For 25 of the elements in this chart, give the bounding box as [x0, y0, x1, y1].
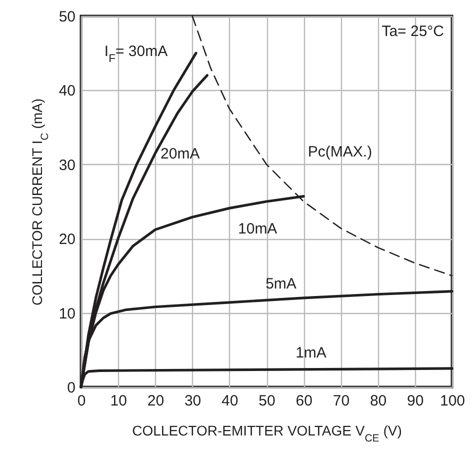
y-tick-label: 40 — [58, 82, 76, 100]
x-tick-label: 70 — [332, 392, 350, 410]
annotation: Ta= 25°C — [382, 23, 444, 40]
x-tick-label: 20 — [147, 392, 164, 410]
series-label: 20mA — [160, 145, 200, 162]
y-tick-label: 0 — [67, 380, 76, 396]
x-tick-label: 10 — [110, 392, 127, 410]
y-tick-label: 30 — [58, 156, 76, 174]
x-tick-label: 0 — [77, 392, 86, 410]
y-tick-label: 10 — [58, 305, 76, 322]
text: Pc(MAX.) — [308, 144, 372, 161]
series-label: 10mA — [238, 220, 278, 238]
x-tick-label: 90 — [407, 392, 424, 410]
series-label: 1mA — [296, 344, 326, 362]
x-tick-label: 30 — [184, 392, 202, 410]
series-label: I$_{F}$= 30mA — [104, 43, 168, 66]
x-tick-label: 80 — [370, 392, 387, 410]
x-tick-label: 40 — [222, 392, 238, 410]
x-tick-label: 100 — [440, 392, 466, 410]
x-tick-label: 60 — [296, 392, 312, 410]
series-label: 5mA — [266, 275, 296, 292]
y-tick-label: 50 — [58, 8, 76, 26]
x-tick-label: 50 — [258, 392, 276, 410]
x-axis-title: COLLECTOR-EMITTER VOLTAGE V$_{CE}$ (V) — [132, 422, 402, 444]
y-tick-label: 20 — [58, 231, 76, 248]
